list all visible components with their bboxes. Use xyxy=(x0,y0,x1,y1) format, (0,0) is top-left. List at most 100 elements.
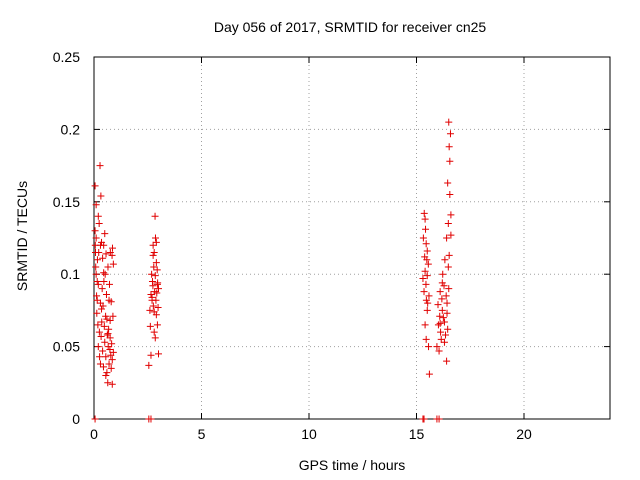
data-point xyxy=(96,241,104,249)
data-point xyxy=(425,292,433,300)
data-point xyxy=(98,318,106,326)
data-point xyxy=(443,234,451,242)
data-point xyxy=(106,345,114,353)
data-point xyxy=(107,298,115,306)
data-point xyxy=(93,292,101,300)
data-point xyxy=(424,299,432,307)
data-point xyxy=(425,370,433,378)
data-point xyxy=(438,295,446,303)
x-tick-label: 20 xyxy=(516,426,532,442)
data-point xyxy=(104,379,112,387)
data-point xyxy=(434,301,442,309)
data-point xyxy=(93,296,101,304)
data-point xyxy=(153,280,161,288)
data-point xyxy=(92,201,100,209)
data-point xyxy=(445,118,453,126)
data-point xyxy=(152,238,160,246)
data-point xyxy=(101,230,109,238)
data-point xyxy=(447,231,455,239)
data-point xyxy=(94,212,102,220)
data-point xyxy=(149,251,157,259)
data-point xyxy=(442,292,450,300)
data-point xyxy=(436,288,444,296)
data-point xyxy=(441,256,449,264)
data-point xyxy=(435,415,443,423)
data-point xyxy=(443,309,451,317)
data-point xyxy=(151,334,159,342)
data-point xyxy=(99,347,107,355)
y-tick-label: 0.2 xyxy=(61,121,81,137)
data-point xyxy=(440,338,448,346)
data-point xyxy=(98,305,106,313)
grid xyxy=(94,57,610,419)
data-point xyxy=(105,325,113,333)
data-point xyxy=(102,250,110,258)
data-point xyxy=(420,415,428,423)
data-point xyxy=(444,263,452,271)
data-point xyxy=(423,247,431,255)
data-point xyxy=(95,328,103,336)
data-point xyxy=(100,277,108,285)
data-point xyxy=(148,270,156,278)
data-point xyxy=(445,143,453,151)
data-point xyxy=(421,321,429,329)
data-point xyxy=(150,328,158,336)
data-point xyxy=(445,285,453,293)
y-tick-label: 0.1 xyxy=(61,266,81,282)
data-point xyxy=(95,220,103,228)
data-point xyxy=(149,282,157,290)
data-point xyxy=(423,306,431,314)
data-point xyxy=(106,317,114,325)
data-point xyxy=(109,312,117,320)
data-point xyxy=(105,360,113,368)
data-point xyxy=(104,343,112,351)
x-tick-label: 0 xyxy=(90,426,98,442)
data-point xyxy=(108,356,116,364)
data-point xyxy=(444,220,452,228)
data-point xyxy=(96,162,104,170)
data-point xyxy=(146,322,154,330)
data-point xyxy=(151,234,159,242)
data-point xyxy=(422,240,430,248)
data-point xyxy=(108,251,116,259)
data-point xyxy=(108,380,116,388)
data-point xyxy=(99,302,107,310)
data-point xyxy=(420,288,428,296)
data-point xyxy=(96,353,104,361)
data-point xyxy=(100,269,108,277)
data-point xyxy=(104,330,112,338)
data-point xyxy=(102,312,110,320)
data-point xyxy=(99,363,107,371)
data-point xyxy=(155,350,162,358)
data-point xyxy=(423,272,431,280)
data-point xyxy=(105,280,113,288)
data-point xyxy=(94,280,102,288)
data-point xyxy=(150,263,158,271)
data-point xyxy=(108,244,116,252)
data-point xyxy=(97,192,105,200)
data-point xyxy=(445,251,453,259)
data-point xyxy=(97,332,105,340)
x-tick-label: 5 xyxy=(198,426,206,442)
data-point xyxy=(94,343,102,351)
data-point xyxy=(439,270,447,278)
data-point xyxy=(147,415,155,423)
data-point xyxy=(109,348,117,356)
data-point xyxy=(102,353,110,361)
data-point xyxy=(436,319,444,327)
data-point xyxy=(151,212,159,220)
data-point xyxy=(102,372,110,380)
data-point xyxy=(99,254,107,262)
data-point xyxy=(103,369,111,377)
x-tick-label: 15 xyxy=(409,426,425,442)
data-point xyxy=(147,351,155,359)
data-point xyxy=(155,285,162,293)
data-point xyxy=(91,227,99,235)
data-point xyxy=(94,321,102,329)
axis-ticks: 0 5 10 15 20 0 0.05 0.1 0.15 0.2 0.25 xyxy=(53,49,610,442)
data-point xyxy=(152,259,160,267)
data-point xyxy=(435,347,443,355)
data-point xyxy=(424,260,432,268)
chart-title: Day 056 of 2017, SRMTID for receiver cn2… xyxy=(213,19,487,35)
